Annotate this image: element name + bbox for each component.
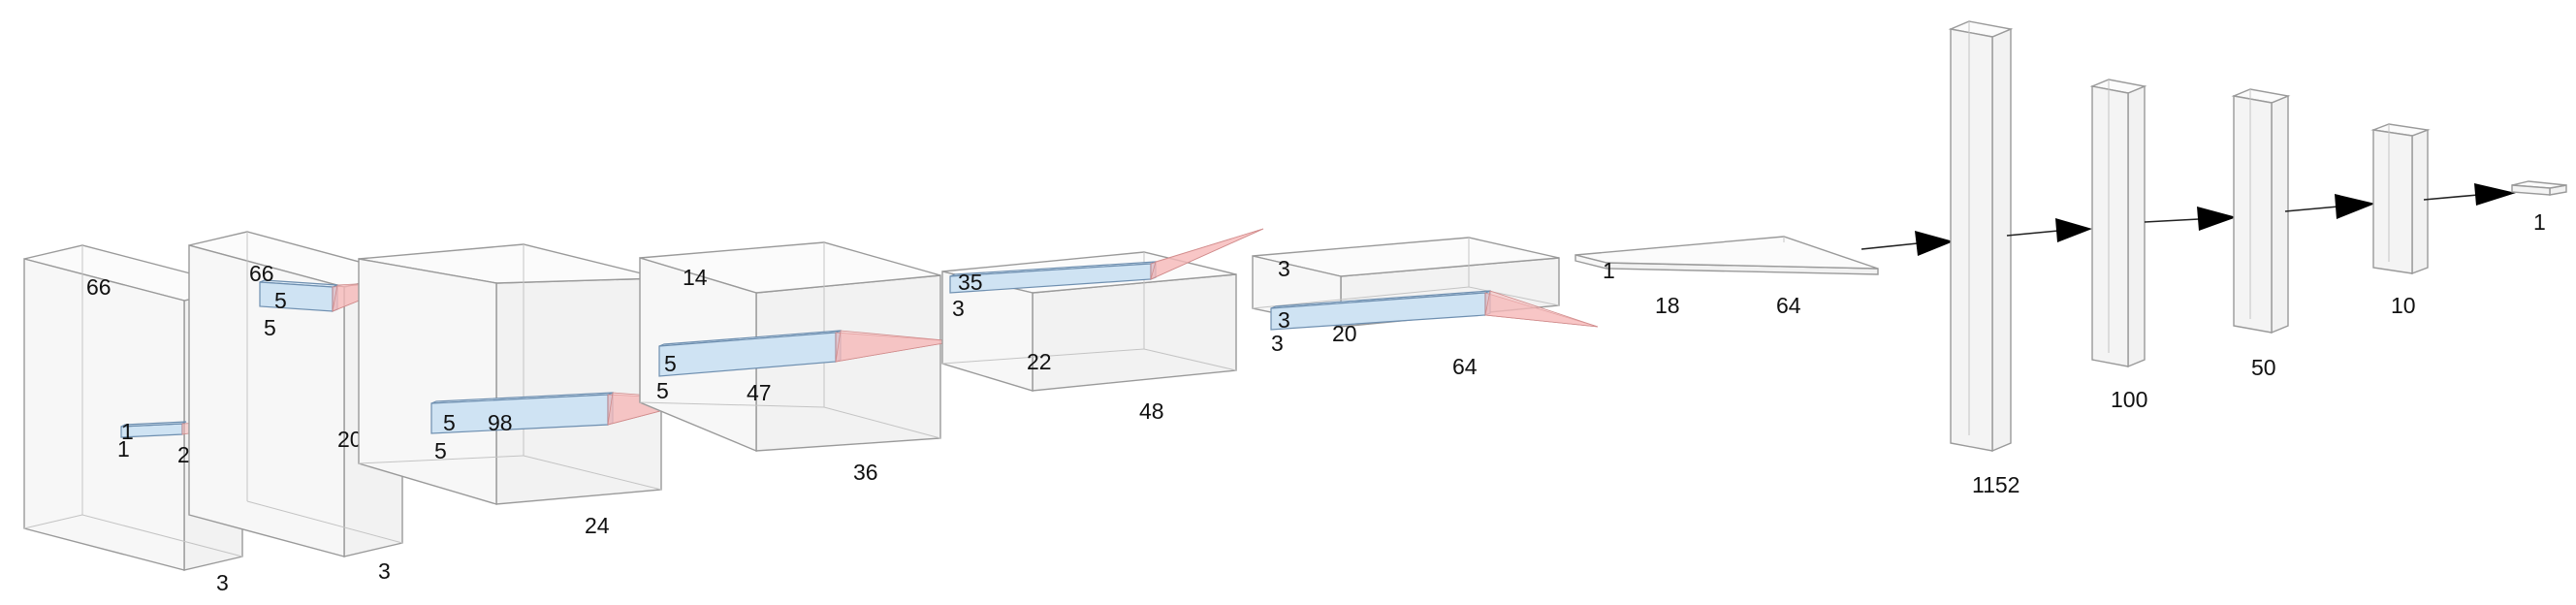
conv1-kernel-label-a: 5	[274, 288, 287, 313]
conv1-kernel-label-b: 5	[264, 315, 276, 340]
conv4-depth-label: 48	[1139, 398, 1164, 424]
input-kernel-label-a: 1	[121, 419, 134, 444]
fc100-layer	[2089, 79, 2147, 368]
input-height-label: 66	[86, 274, 111, 300]
fc10-label: 10	[2391, 293, 2416, 318]
conv5-width-label: 20	[1332, 321, 1357, 346]
fc10-layer	[2370, 123, 2431, 275]
arrow-to-fc10	[2284, 194, 2375, 219]
conv1-depth-label: 3	[378, 558, 391, 584]
conv4-height-label: 35	[958, 270, 983, 295]
conv6-depth-label: 64	[1776, 293, 1801, 318]
input-kernel-label-b: 1	[117, 436, 130, 462]
conv2-volume	[358, 243, 662, 505]
conv3-projection-b	[835, 330, 956, 363]
conv3-width-label: 47	[747, 380, 772, 405]
conv5-height-label: 3	[1278, 256, 1290, 281]
conv2-output-label: 98	[488, 410, 513, 435]
output-layer	[2511, 180, 2567, 196]
conv5-kernel-label-a: 3	[1278, 307, 1290, 333]
conv3-kernel-label-a: 5	[664, 351, 677, 376]
conv5-depth-label: 64	[1452, 354, 1478, 379]
conv4-kernel-label-a: 3	[952, 296, 965, 321]
conv1-height-label: 66	[249, 261, 274, 286]
fc50-label: 50	[2251, 355, 2276, 380]
conv3-kernel-label-b: 5	[656, 378, 669, 403]
fc1152-label: 1152	[1972, 472, 2019, 497]
conv5-kernel-label-b: 3	[1271, 331, 1284, 356]
conv6-height-label: 1	[1603, 258, 1615, 283]
conv2-kernel-label-b: 5	[434, 438, 447, 463]
arrow-to-fc100	[2006, 218, 2092, 242]
conv4-width-label: 22	[1027, 349, 1052, 374]
fc50-layer	[2231, 88, 2291, 334]
arrow-to-fc50	[2144, 207, 2237, 231]
conv2-depth-label: 24	[585, 513, 610, 538]
conv6-volume	[1574, 236, 1879, 275]
input-depth-label: 3	[216, 570, 229, 595]
fc1152-layer	[1948, 20, 2014, 453]
arrow-to-fc1152	[1860, 231, 1954, 256]
conv2-kernel-label-a: 5	[443, 410, 456, 435]
conv3-depth-label: 36	[853, 460, 878, 485]
output-label: 1	[2533, 209, 2546, 235]
fc100-label: 100	[2111, 387, 2147, 412]
conv6-width-label: 18	[1655, 293, 1680, 318]
arrow-to-output	[2423, 183, 2516, 206]
conv5-projection-b	[1484, 290, 1599, 328]
conv3-height-label: 14	[683, 265, 708, 290]
conv4-projection-b	[1150, 228, 1264, 280]
